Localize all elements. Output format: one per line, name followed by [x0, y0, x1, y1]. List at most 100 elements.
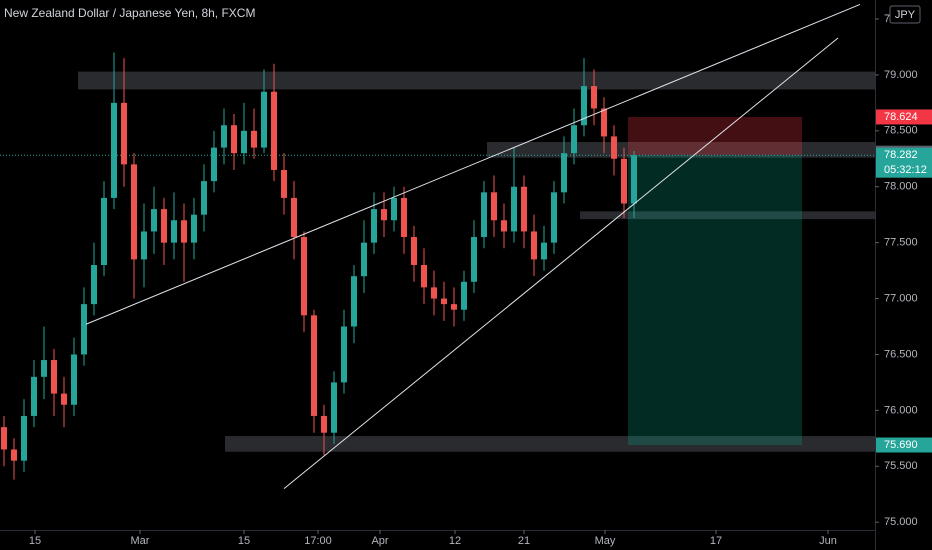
candle-body: [21, 415, 27, 461]
candle-body: [371, 209, 377, 243]
candle-body: [441, 298, 447, 305]
candle-body: [541, 242, 547, 260]
candle-body: [151, 209, 157, 232]
price-label: 75.690: [884, 439, 918, 451]
candle-body: [181, 220, 187, 243]
zone: [487, 142, 875, 158]
candle-body: [521, 186, 527, 232]
price-axis-bg: [876, 0, 932, 550]
y-tick-label: 77.000: [884, 292, 918, 304]
candle-body: [631, 155, 637, 204]
candle-body: [271, 91, 277, 170]
y-tick-label: 79.000: [884, 69, 918, 81]
chart-title: New Zealand Dollar / Japanese Yen, 8h, F…: [4, 6, 255, 20]
candle-body: [401, 197, 407, 238]
candle-body: [61, 393, 67, 405]
candle-body: [391, 197, 397, 221]
candle-body: [261, 91, 267, 148]
zone: [225, 436, 875, 452]
candle-body: [421, 265, 427, 288]
x-tick-label: May: [595, 535, 616, 547]
x-tick-label: Apr: [371, 535, 388, 547]
candle-body: [381, 209, 387, 221]
candle-body: [11, 449, 17, 461]
candle-body: [341, 326, 347, 383]
candle-body: [241, 130, 247, 154]
zone: [580, 211, 875, 220]
price-label-bg: [876, 147, 932, 178]
x-tick-label: 17: [710, 535, 722, 547]
candle-body: [321, 415, 327, 433]
candle-body: [481, 192, 487, 238]
candle-body: [531, 231, 537, 260]
x-tick-label: 15: [29, 535, 41, 547]
candle-body: [491, 192, 497, 221]
x-tick-label: Mar: [131, 535, 150, 547]
candle-body: [201, 181, 207, 215]
candle-body: [451, 304, 457, 310]
candle-body: [81, 304, 87, 355]
candle-body: [161, 209, 167, 243]
trend-line: [85, 4, 861, 325]
stop-zone: [628, 116, 802, 156]
candle-body: [1, 427, 7, 450]
candle-body: [211, 147, 217, 182]
zone: [78, 71, 875, 90]
candle-body: [111, 102, 117, 198]
candle-body: [361, 242, 367, 277]
candle-body: [411, 237, 417, 265]
y-tick-label: 76.500: [884, 348, 918, 360]
price-label: 78.282: [884, 149, 918, 161]
candle-body: [41, 360, 47, 377]
candle-body: [311, 315, 317, 416]
candle-body: [281, 169, 287, 198]
candle-body: [231, 125, 237, 154]
candle-body: [551, 192, 557, 243]
time-axis-bg: [0, 531, 875, 550]
candle-body: [561, 153, 567, 193]
x-tick-label: 12: [449, 535, 461, 547]
candle-body: [101, 197, 107, 265]
candle-body: [51, 360, 57, 394]
price-label-bg: [876, 109, 932, 125]
candle-body: [351, 276, 357, 327]
y-tick-label: 78.000: [884, 181, 918, 193]
target-zone: [628, 155, 802, 446]
currency: JPY: [895, 9, 916, 21]
candle-body: [251, 130, 257, 148]
candle-body: [431, 287, 437, 299]
candle-body: [461, 281, 467, 310]
candle-body: [601, 108, 607, 137]
y-tick-label: 77.500: [884, 237, 918, 249]
price-label-bg: [876, 437, 932, 453]
candle-body: [221, 125, 227, 148]
candle-body: [71, 354, 77, 405]
candle-body: [471, 237, 477, 282]
candle-body: [591, 86, 597, 109]
candle-body: [91, 265, 97, 305]
candle-body: [331, 382, 337, 433]
candle-body: [31, 376, 37, 416]
candle-body: [611, 136, 617, 159]
y-tick-label: 78.500: [884, 125, 918, 137]
candle-body: [191, 214, 197, 243]
y-tick-label: 76.000: [884, 404, 918, 416]
candle-body: [291, 197, 297, 238]
trend-line: [283, 37, 839, 490]
candle-body: [621, 158, 627, 204]
candle-body: [171, 220, 177, 243]
x-tick-label: 21: [518, 535, 530, 547]
currency-badge: [889, 5, 921, 24]
candle-body: [141, 231, 147, 260]
x-tick-label: 15: [238, 535, 250, 547]
x-tick-label: Jun: [819, 535, 837, 547]
price-label: 78.624: [884, 111, 918, 123]
countdown: 05:32:12: [884, 164, 927, 176]
candle-body: [301, 237, 307, 316]
candle-body: [131, 164, 137, 260]
y-tick-label: 75.000: [884, 516, 918, 528]
candle-body: [571, 125, 577, 154]
